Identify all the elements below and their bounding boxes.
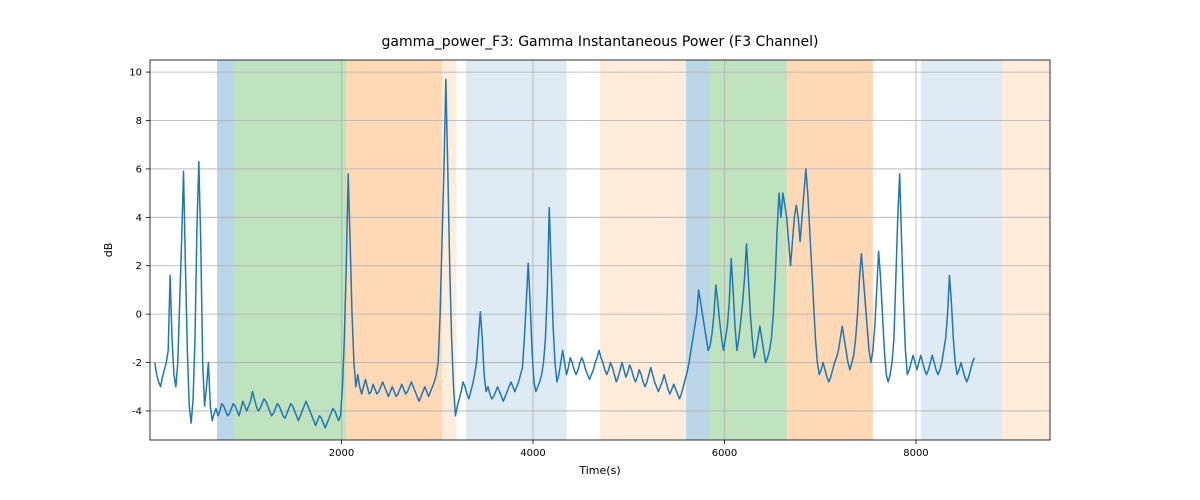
y-tick-label: 10 (129, 68, 142, 79)
axvspan-4 (466, 60, 567, 440)
line-chart: 2000 4000 6000 8000 -4 -2 0 2 4 6 8 10 Time(s) dB gamm… (0, 0, 1200, 500)
y-tick-label: 2 (136, 261, 142, 272)
y-tick-label: 6 (136, 164, 142, 175)
axvspan-9 (921, 60, 1002, 440)
y-tick-label: 4 (136, 213, 142, 224)
y-tick-label: -4 (132, 406, 142, 417)
axvspan-0 (217, 60, 234, 440)
y-tick-label: 0 (136, 310, 142, 321)
axvspan-8 (787, 60, 873, 440)
x-tick-label: 6000 (712, 448, 737, 459)
axvspan-1 (234, 60, 346, 440)
y-axis-label: dB (102, 243, 115, 258)
x-tick-label: 8000 (903, 448, 928, 459)
x-tick-label: 4000 (520, 448, 545, 459)
y-tick-label: 8 (136, 116, 142, 127)
chart-title: gamma_power_F3: Gamma Instantaneous Powe… (381, 34, 818, 50)
axvspan-6 (686, 60, 710, 440)
x-tick-label: 2000 (329, 448, 354, 459)
axvspan-10 (1002, 60, 1050, 440)
axvspan-7 (710, 60, 787, 440)
y-tick-label: -2 (132, 358, 142, 369)
x-axis-label: Time(s) (578, 464, 620, 477)
axvspan-2 (346, 60, 442, 440)
